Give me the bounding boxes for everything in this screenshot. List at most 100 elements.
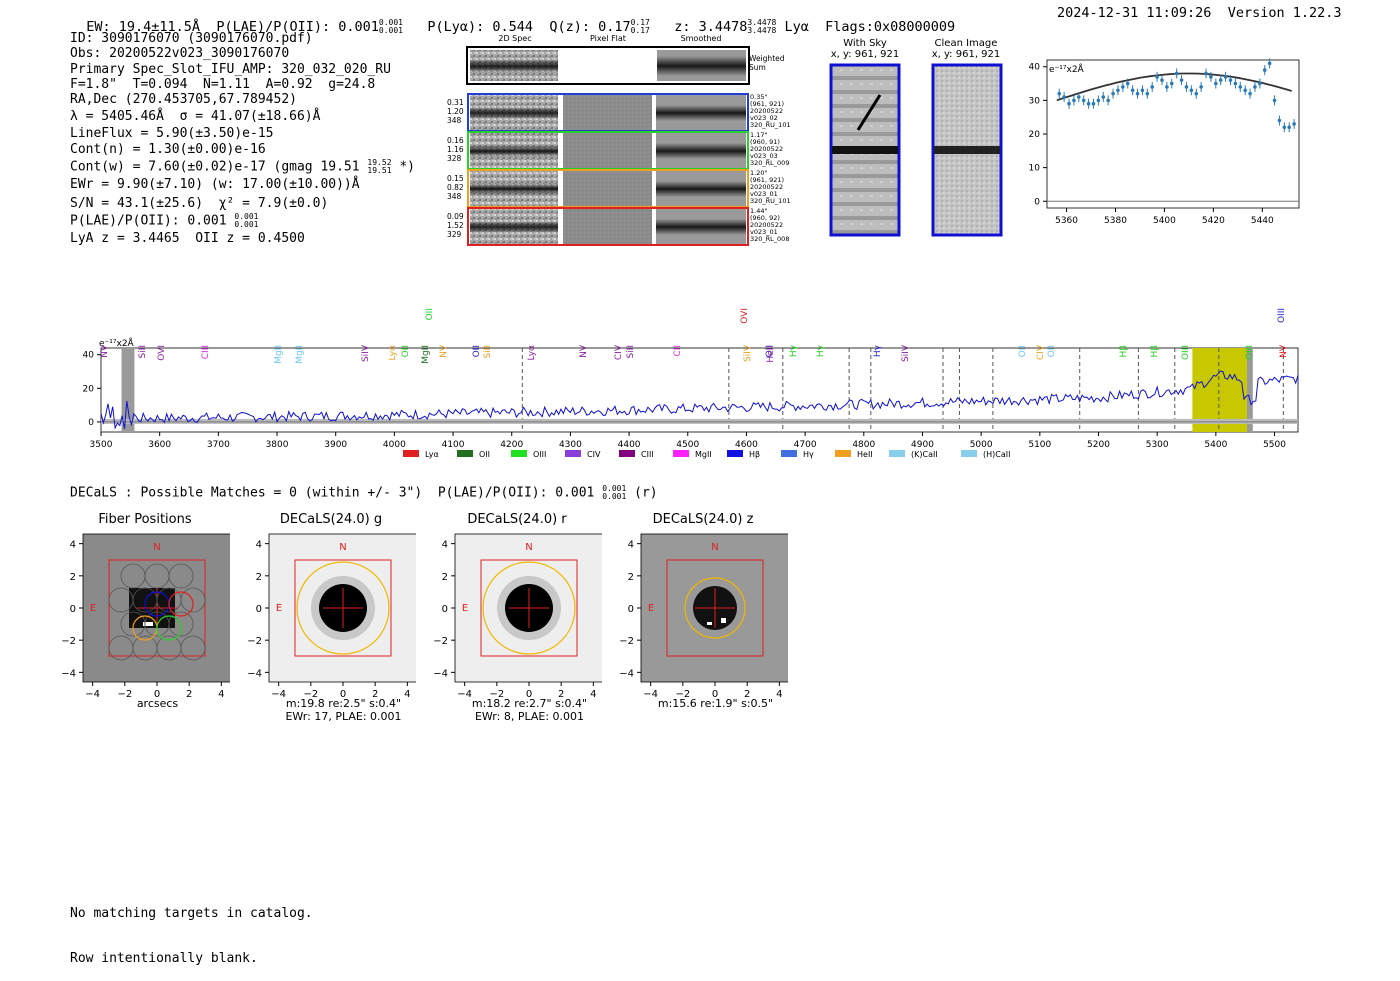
cont-w-text: Cont(w) = 7.60(±0.02)e-17 (gmag 19.51 [70, 159, 360, 175]
zoom-data-point [1145, 91, 1150, 96]
spectrum-x-tick: 4100 [442, 440, 465, 450]
x-tick: 0 [712, 689, 718, 700]
decals-panel-title: Fiber Positions [98, 512, 192, 527]
spectrum-x-tick: 4000 [383, 440, 406, 450]
cutout-side-note: 1.20" (961, 921) 20200522 v023_01 320_RU… [750, 169, 791, 205]
north-label: N [153, 542, 160, 553]
x-tick: 0 [340, 689, 346, 700]
spectral-line-label: Hγ [789, 344, 799, 357]
clean-image-label: Clean Image [934, 38, 998, 49]
x-tick: −4 [271, 689, 286, 700]
spectral-line-label: OII [1047, 345, 1057, 357]
zoom-data-point [1150, 85, 1155, 89]
spectrum-x-tick: 3700 [207, 440, 230, 450]
decals-panel-title: DECaLS(24.0) r [467, 512, 567, 527]
zoom-y-tick: 40 [1029, 63, 1041, 73]
zoom-data-point [1111, 91, 1115, 96]
spectrum-x-tick: 5400 [1204, 440, 1227, 450]
legend-label: OII [479, 450, 490, 459]
info-radec: RA,Dec (270.453705,67.789452) [70, 92, 297, 108]
full-spectrum-plot: e⁻¹⁷x2Å 3500 3600 3700 3800 3900 4000 4100 4200… [83, 308, 1299, 459]
spectral-line-label: NV [100, 344, 110, 358]
zoom-data-point [1267, 61, 1272, 66]
fiber-green [156, 615, 182, 641]
spectral-line-label: CIII [201, 345, 211, 359]
y-tick: 2 [256, 572, 262, 583]
y-tick: 2 [628, 572, 634, 583]
cutout-row-values: 0.09 1.52 329 [447, 212, 464, 239]
masked-region [121, 348, 135, 432]
y-tick: −2 [433, 636, 448, 647]
spectrum-x-tick: 3800 [266, 440, 289, 450]
zoom-data-point [1101, 95, 1106, 99]
info-plae-hi: 0.001 [234, 211, 259, 221]
y-tick: 0 [628, 604, 634, 615]
cutout-pixelflat [563, 133, 652, 168]
cutout-row-value: 1.16 [447, 145, 464, 154]
zoom-data-point [1204, 71, 1208, 76]
decals-caption-1: m:15.6 re:1.9" s:0.5" [657, 697, 774, 710]
weighted-sum-label: Weighted Sum [749, 54, 785, 72]
cutout-row-value: 1.52 [447, 221, 464, 230]
qz-lo: 0.17 [630, 26, 650, 35]
spectral-line-label: OVI [157, 345, 167, 361]
zoom-data-point [1077, 95, 1081, 99]
spectral-line-label: OIII [1181, 345, 1191, 360]
cutout-frame [640, 533, 788, 683]
y-tick: −4 [433, 668, 448, 679]
ellipse-fit [684, 577, 746, 639]
y-tick: 4 [442, 540, 448, 551]
aperture-box [108, 559, 206, 657]
spectral-line-label: HeII [766, 345, 776, 363]
zoom-data-point [1189, 88, 1194, 93]
spectrum-x-tick: 3900 [324, 440, 347, 450]
zoom-data-point [1262, 68, 1267, 72]
zoom-data-point [1218, 78, 1223, 82]
zoom-y-tick: 20 [1029, 130, 1041, 140]
spectrum-y-tick: 40 [83, 351, 95, 361]
cont-w-hi: 19.52 [367, 158, 392, 168]
zoom-spectrum-plot: e⁻¹⁷x2Å 5360 5380 5400 5420 5440 0 10 20 30 40 [1029, 58, 1300, 226]
y-tick: 0 [256, 604, 262, 615]
cutout-side-note: 1.17" (960, 91) 20200522 v023_03 320_RL_… [750, 131, 790, 167]
x-tick: 4 [404, 689, 410, 700]
x-tick: 4 [776, 689, 782, 700]
y-tick: 2 [70, 572, 76, 583]
fiber-circle [180, 587, 206, 613]
spectrum-x-tick: 3600 [148, 440, 171, 450]
spectral-line-label: CIV [1036, 344, 1046, 360]
legend-label: HeII [857, 450, 873, 459]
legend-label: MgII [695, 450, 712, 459]
timestamp-version: 2024-12-31 11:09:26 Version 1.22.3 [1057, 5, 1342, 21]
bright-pixel [143, 622, 153, 626]
zoom-data-point [1179, 78, 1184, 82]
x-tick: −2 [303, 689, 318, 700]
zoom-data-point [1125, 81, 1130, 86]
legend-swatch [511, 450, 527, 457]
spectral-line-label: SiIV [901, 344, 911, 362]
cutout-smoothed-band [656, 143, 746, 159]
cutout-frame [268, 533, 416, 683]
zoom-data-point [1121, 85, 1125, 89]
spectrum-x-tick: 3500 [90, 440, 113, 450]
cutout-row-value: 348 [447, 116, 462, 125]
decals-summary-lo: 0.001 [602, 492, 627, 501]
spectral-line-label: OIII [1277, 308, 1287, 323]
zoom-data-point [1184, 85, 1189, 89]
x-tick: 0 [526, 689, 532, 700]
cutout-row-frame [467, 207, 749, 246]
cutout-pixelflat [563, 209, 652, 244]
spectral-line-label: Hβ [1119, 345, 1129, 358]
with-sky-label: With Sky [843, 38, 887, 49]
spectrum-x-tick: 5200 [1087, 440, 1110, 450]
spectral-line-label: OVI [740, 308, 750, 324]
zoom-data-point [1160, 78, 1164, 82]
plae-lo: 0.001 [378, 26, 403, 35]
legend-swatch [619, 450, 635, 457]
info-obs: Obs: 20200522v023_3090176070 [70, 46, 290, 62]
info-lambda: λ = 5405.46Å σ = 41.07(±18.66)Å [70, 109, 321, 125]
decals-caption-2: EWr: 8, PLAE: 0.001 [474, 710, 585, 723]
cutout-row-values: 0.16 1.16 328 [447, 136, 464, 163]
zoom-data-point [1248, 91, 1252, 96]
z-value: z: 3.4478 [674, 19, 748, 35]
